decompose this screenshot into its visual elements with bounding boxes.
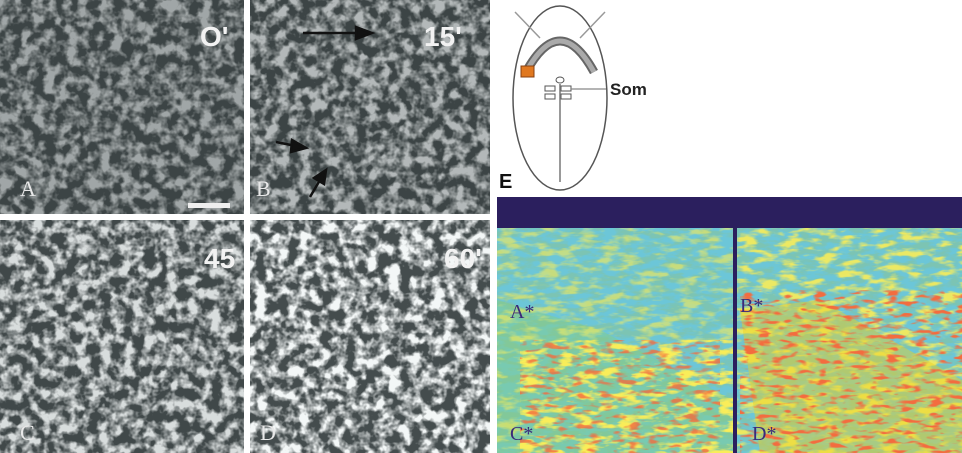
time-label: 60' xyxy=(444,243,482,274)
diagram-label: Som xyxy=(610,80,647,99)
time-label: O' xyxy=(200,21,228,52)
panel-letter: B xyxy=(256,176,271,201)
surface-label: B* xyxy=(740,295,763,317)
surface-label: A* xyxy=(510,301,534,323)
panel-letter: A xyxy=(20,176,36,201)
surface-label: C* xyxy=(510,423,533,445)
panel-letter: E xyxy=(499,171,512,193)
embryo-diagram xyxy=(513,6,607,190)
time-label: 15' xyxy=(424,21,462,52)
surface-label: D* xyxy=(752,423,776,445)
surface-plot xyxy=(497,197,962,453)
time-label: 45 xyxy=(204,243,235,274)
scale-bar xyxy=(188,203,230,208)
figure: A O' B 15' C 45 D 60' Som E xyxy=(0,0,962,453)
panel-letter: C xyxy=(20,420,35,445)
panel-letter: D xyxy=(260,420,276,445)
